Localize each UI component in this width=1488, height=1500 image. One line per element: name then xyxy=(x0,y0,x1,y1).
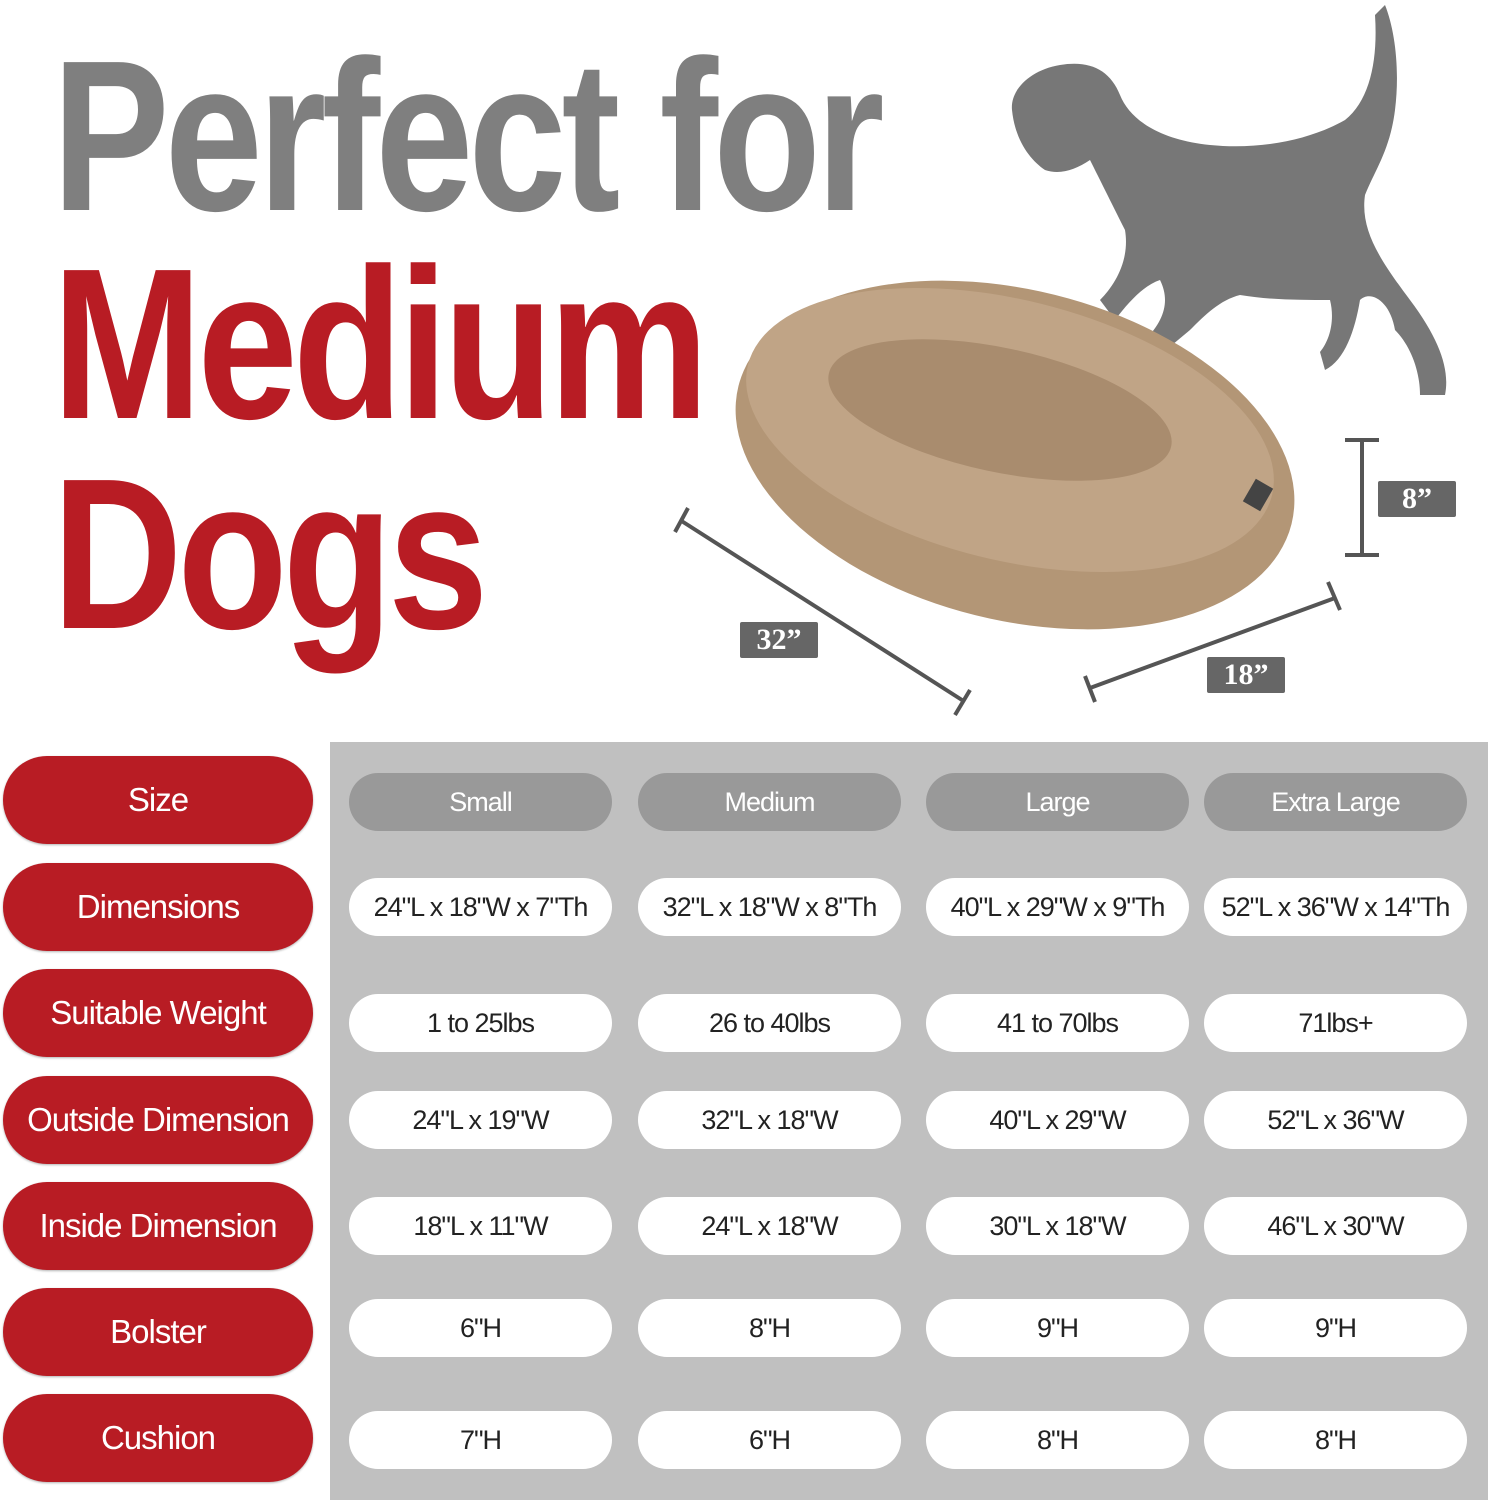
product-illustration xyxy=(673,5,1447,717)
table-cell: 32"L x 18"W xyxy=(638,1091,901,1149)
table-cell: 32"L x 18"W x 8"Th xyxy=(638,878,901,936)
table-cell: 40"L x 29"W xyxy=(926,1091,1189,1149)
table-cell: 24"L x 18"W xyxy=(638,1197,901,1255)
row-label: Suitable Weight xyxy=(3,969,313,1057)
table-cell: 26 to 40lbs xyxy=(638,994,901,1052)
table-cell: 7"H xyxy=(349,1411,612,1469)
row-label: Bolster xyxy=(3,1288,313,1376)
column-header: Large xyxy=(926,773,1189,831)
length-label: 32” xyxy=(740,622,818,658)
table-cell: 52"L x 36"W xyxy=(1204,1091,1467,1149)
table-cell: 8"H xyxy=(1204,1411,1467,1469)
row-label: Outside Dimension xyxy=(3,1076,313,1164)
table-cell: 6"H xyxy=(349,1299,612,1357)
column-header: Small xyxy=(349,773,612,831)
table-cell: 24"L x 18"W x 7"Th xyxy=(349,878,612,936)
table-cell: 71lbs+ xyxy=(1204,994,1467,1052)
table-cell: 9"H xyxy=(1204,1299,1467,1357)
table-cell: 9"H xyxy=(926,1299,1189,1357)
headline-dogs: Dogs xyxy=(52,433,488,674)
table-cell: 8"H xyxy=(926,1411,1189,1469)
table-cell: 52"L x 36"W x 14"Th xyxy=(1204,878,1467,936)
dog-bed-image xyxy=(735,280,1295,630)
headline-perfect-for: Perfect for xyxy=(52,15,885,256)
table-cell: 41 to 70lbs xyxy=(926,994,1189,1052)
row-label: Dimensions xyxy=(3,863,313,951)
table-cell: 24"L x 19"W xyxy=(349,1091,612,1149)
dog-silhouette-icon xyxy=(1011,5,1447,395)
table-cell: 1 to 25lbs xyxy=(349,994,612,1052)
table-cell: 30"L x 18"W xyxy=(926,1197,1189,1255)
column-header: Extra Large xyxy=(1204,773,1467,831)
table-cell: 40"L x 29"W x 9"Th xyxy=(926,878,1189,936)
dimension-lines xyxy=(673,438,1379,717)
table-cell: 18"L x 11"W xyxy=(349,1197,612,1255)
row-label: Cushion xyxy=(3,1394,313,1482)
column-header: Medium xyxy=(638,773,901,831)
table-cell: 46"L x 30"W xyxy=(1204,1197,1467,1255)
width-label: 18” xyxy=(1207,657,1285,693)
row-label: Inside Dimension xyxy=(3,1182,313,1270)
row-label: Size xyxy=(3,756,313,844)
table-cell: 8"H xyxy=(638,1299,901,1357)
headline-medium: Medium xyxy=(52,223,709,464)
height-label: 8” xyxy=(1378,481,1456,517)
table-cell: 6"H xyxy=(638,1411,901,1469)
